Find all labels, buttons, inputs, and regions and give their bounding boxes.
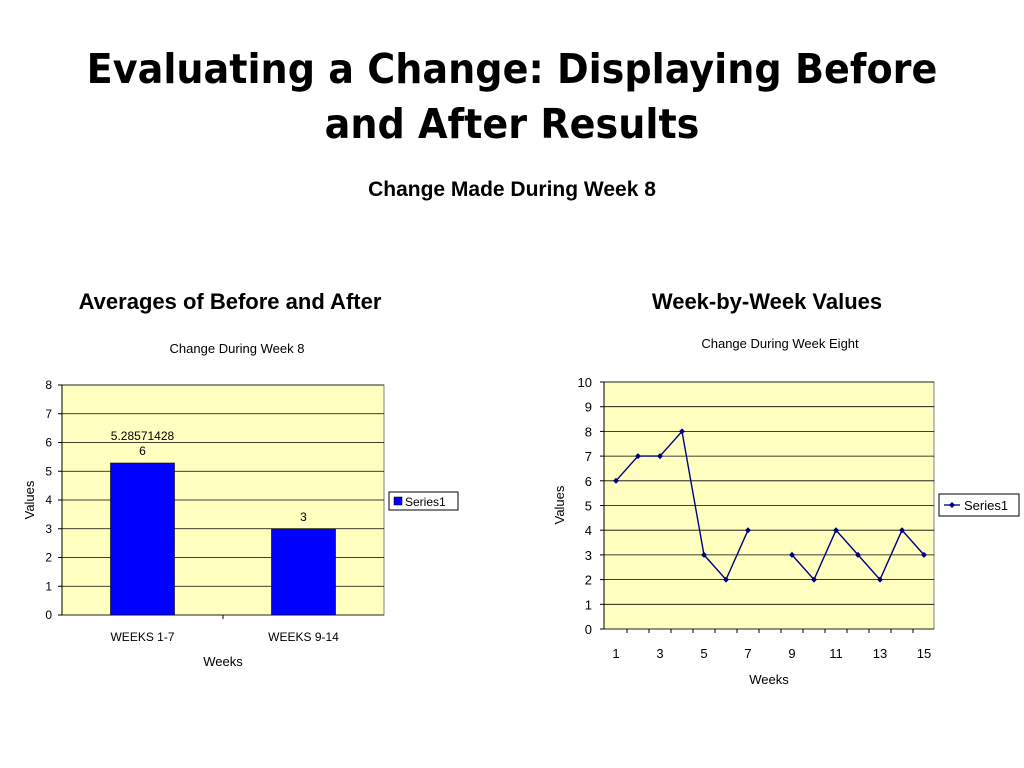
line-point [855,551,861,558]
line-y-tick-label: 1 [585,597,592,612]
line-point [745,527,751,534]
line-y-tick-label: 4 [585,523,592,538]
line-y-tick-label: 2 [585,573,592,588]
line-x-tick-label: 1 [612,646,619,661]
bar [271,528,336,616]
bar-y-tick-label: 5 [45,464,52,478]
bar [110,462,175,616]
line-x-axis-label: Weeks [749,672,789,687]
bar-y-tick-label: 0 [45,608,52,622]
line-legend: Series1 [938,493,1020,517]
line-point [877,576,883,583]
slide-title-line-2: and After Results [324,100,700,148]
line-x-tick-label: 5 [700,646,707,661]
bar-y-tick-label: 3 [45,522,52,536]
slide-title: Evaluating a Change: Displaying Before a… [36,42,988,152]
line-legend-marker [949,502,955,508]
bar-x-tick-label: WEEKS 9-14 [268,630,339,644]
bar-y-axis-label: Values [22,480,37,519]
bar-y-tick-label: 4 [45,493,52,507]
bar-legend-swatch [393,496,403,506]
line-point [789,551,795,558]
line-point [679,428,685,435]
line-x-tick-label: 7 [744,646,751,661]
bar-y-tick-label: 2 [45,551,52,565]
line-point [635,453,641,460]
bar-y-tick-label: 8 [45,378,52,392]
bar-y-tick-label: 1 [45,579,52,593]
line-point [899,527,905,534]
bar-legend-label: Series1 [405,495,446,509]
bar-x-tick-label: WEEKS 1-7 [110,630,174,644]
line-y-tick-label: 9 [585,400,592,415]
line-point [811,576,817,583]
line-chart-title: Change During Week Eight [701,336,859,351]
bar-y-tick-label: 6 [45,436,52,450]
bar-x-axis-label: Weeks [203,654,243,669]
line-x-tick-label: 15 [917,646,931,661]
slide-title-line-1: Evaluating a Change: Displaying Before [86,45,938,93]
bar-legend: Series1 [388,491,459,511]
slide-subtitle: Change Made During Week 8 [368,178,656,201]
line-y-tick-label: 3 [585,548,592,563]
line-point [723,576,729,583]
line-point [657,453,663,460]
bar-y-tick-label: 7 [45,407,52,421]
left-chart-heading: Averages of Before and After [78,289,382,314]
line-y-tick-label: 0 [585,622,592,637]
line-y-tick-label: 10 [578,375,592,390]
bar-data-label: 5.28571428 6 [111,429,175,458]
line-y-axis-label: Values [552,485,567,524]
line-x-tick-label: 11 [829,646,843,661]
bar-data-label: 3 [300,510,307,524]
bar-chart-title: Change During Week 8 [170,341,305,356]
line-y-tick-label: 7 [585,449,592,464]
line-y-tick-label: 8 [585,424,592,439]
line-point [921,551,927,558]
line-y-tick-label: 5 [585,499,592,514]
right-chart-heading: Week-by-Week Values [651,289,883,314]
line-point [613,477,619,484]
line-point [701,551,707,558]
line-x-tick-label: 9 [788,646,795,661]
line-point [833,527,839,534]
line-legend-label: Series1 [964,498,1008,513]
line-y-tick-label: 6 [585,474,592,489]
line-x-tick-label: 13 [873,646,887,661]
line-x-tick-label: 3 [656,646,663,661]
